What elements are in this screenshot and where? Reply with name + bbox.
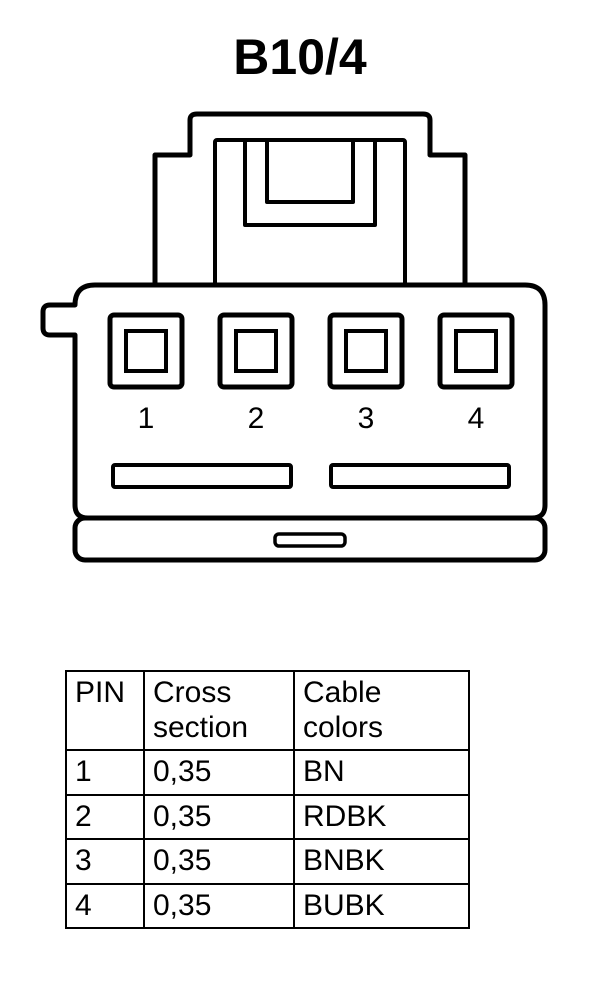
table-row: 3 0,35 BNBK (66, 839, 469, 884)
pin-label-3: 3 (358, 402, 375, 435)
pinout-table: PIN Cross section Cable colors 1 0,35 BN… (65, 670, 470, 929)
table-row: 1 0,35 BN (66, 750, 469, 795)
pin-label-1: 1 (138, 402, 155, 435)
col-header-cross: Cross section (144, 671, 294, 750)
pin-label-4: 4 (468, 402, 485, 435)
pin-label-2: 2 (248, 402, 265, 435)
table-header-row: PIN Cross section Cable colors (66, 671, 469, 750)
cell-cross: 0,35 (144, 839, 294, 884)
col-header-colors: Cable colors (294, 671, 469, 750)
table-row: 4 0,35 BUBK (66, 884, 469, 929)
cell-pin: 2 (66, 795, 144, 840)
cell-cross: 0,35 (144, 750, 294, 795)
connector-title: B10/4 (0, 28, 600, 86)
cell-pin: 3 (66, 839, 144, 884)
connector-diagram: 1 2 3 4 (35, 110, 575, 580)
table-row: 2 0,35 RDBK (66, 795, 469, 840)
cell-colors: RDBK (294, 795, 469, 840)
cell-pin: 4 (66, 884, 144, 929)
cell-pin: 1 (66, 750, 144, 795)
cell-cross: 0,35 (144, 795, 294, 840)
col-header-pin: PIN (66, 671, 144, 750)
cell-colors: BNBK (294, 839, 469, 884)
cell-colors: BUBK (294, 884, 469, 929)
cell-colors: BN (294, 750, 469, 795)
cell-cross: 0,35 (144, 884, 294, 929)
